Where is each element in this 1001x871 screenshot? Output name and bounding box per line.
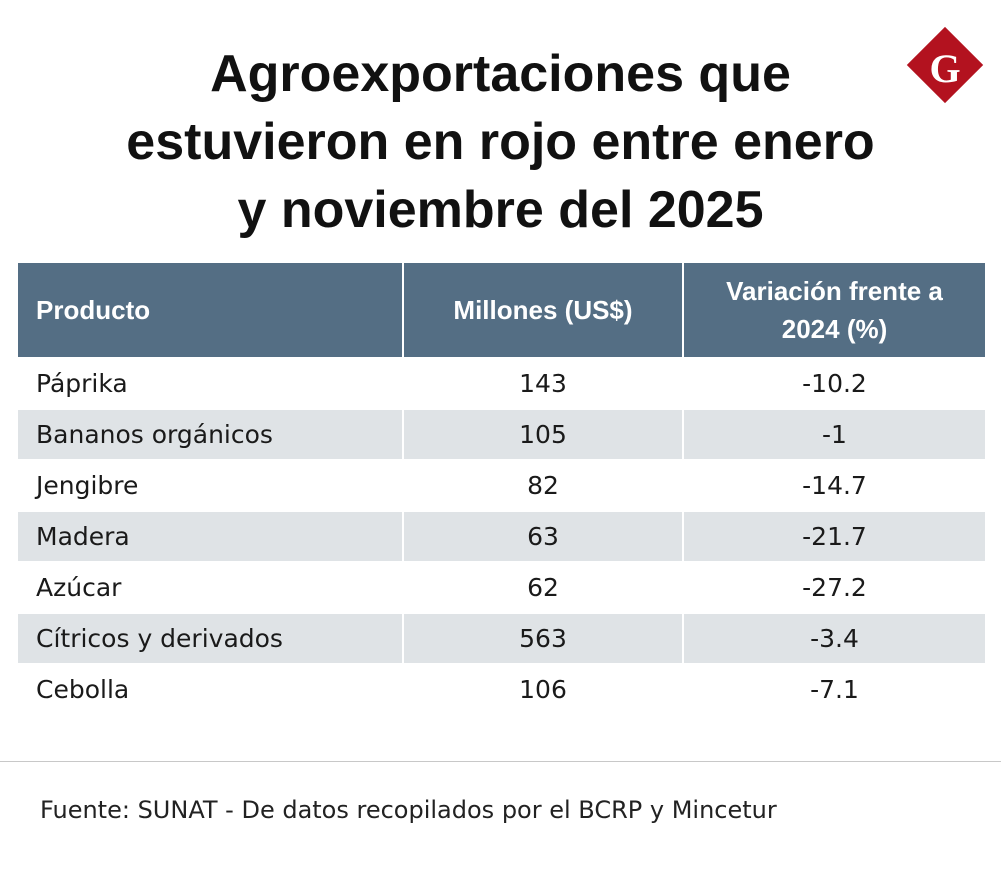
divider <box>0 761 1001 762</box>
table-cell: 82 <box>527 471 559 500</box>
table-cell: -10.2 <box>802 369 867 398</box>
row-label: Bananos orgánicos <box>18 410 402 459</box>
table-cell: 63 <box>404 512 682 561</box>
table-cell: 563 <box>404 614 682 663</box>
source: Fuente: SUNAT - De datos recopilados por… <box>40 796 777 824</box>
table-cell: -21.7 <box>684 512 985 561</box>
table-cell: -7.1 <box>810 675 859 704</box>
title: Agroexportaciones que estuvieron en rojo … <box>0 40 1001 244</box>
table-cell: 105 <box>404 410 682 459</box>
row-label: Páprika <box>36 369 128 398</box>
column-header: Variación frente a 2024 (%) <box>684 263 985 357</box>
logo: G <box>929 46 961 91</box>
row-label: Cebolla <box>36 675 130 704</box>
table-cell: 62 <box>527 573 559 602</box>
row-label: Jengibre <box>36 471 139 500</box>
table-cell: -1 <box>684 410 985 459</box>
table-cell: -3.4 <box>684 614 985 663</box>
table-cell: 106 <box>519 675 567 704</box>
row-label: Cítricos y derivados <box>18 614 402 663</box>
column-header: Producto <box>18 263 402 357</box>
title-line: Agroexportaciones que <box>210 45 791 103</box>
column-header: Millones (US$) <box>404 263 682 357</box>
row-label: Madera <box>18 512 402 561</box>
table-cell: -14.7 <box>802 471 867 500</box>
row-label: Azúcar <box>36 573 122 602</box>
title-line: estuvieron en rojo entre enero <box>126 113 875 171</box>
table-cell: -27.2 <box>802 573 867 602</box>
title-line: y noviembre del 2025 <box>237 181 764 239</box>
table-cell: 143 <box>519 369 567 398</box>
